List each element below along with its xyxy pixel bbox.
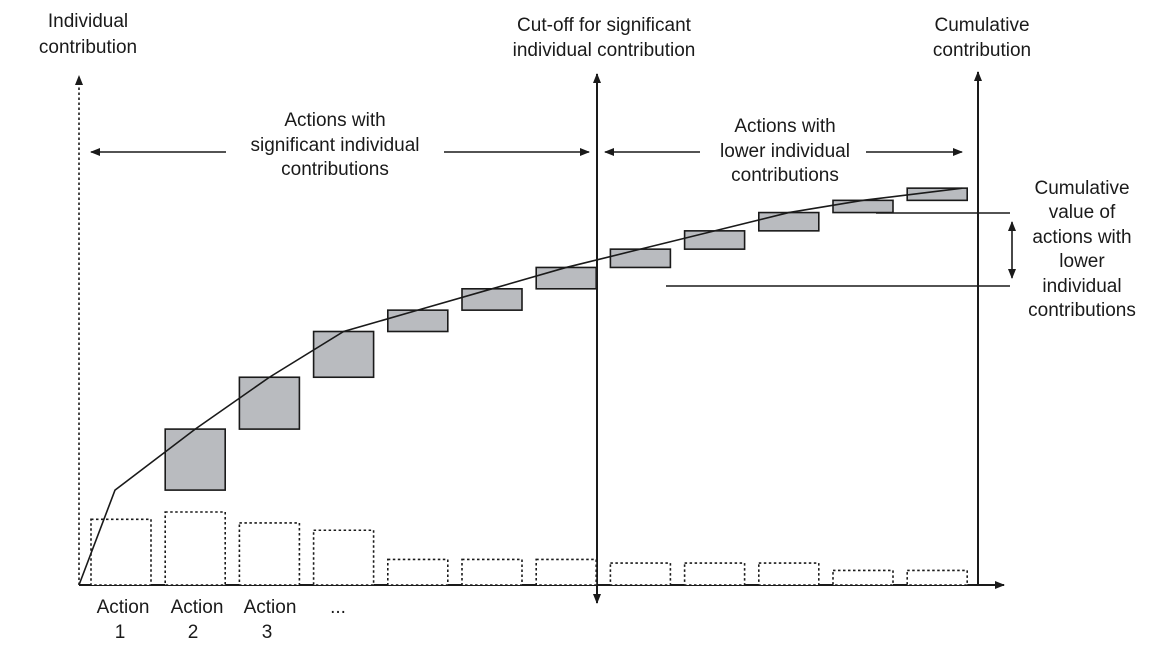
cumulative-boxes bbox=[164, 187, 969, 491]
significant-span-line2: significant individual bbox=[251, 135, 420, 156]
individual-bar-6 bbox=[461, 558, 523, 586]
lower-span-line3: contributions bbox=[731, 165, 839, 186]
lower-span-line1: Actions with bbox=[734, 116, 835, 137]
cutoff-label-line1: Cut-off for significant bbox=[517, 15, 692, 36]
cumulative-box-5 bbox=[386, 309, 449, 333]
cumulative-box-9 bbox=[683, 230, 746, 250]
cutoff-label: Cut-off for significant individual contr… bbox=[513, 15, 696, 61]
individual-bar-11 bbox=[832, 569, 894, 586]
cumulative-axis-label-line2: contribution bbox=[933, 40, 1031, 61]
action-2-number: 2 bbox=[188, 622, 199, 643]
cumulative-value-label: Cumulative value of actions with lower i… bbox=[1028, 178, 1136, 321]
lower-span-line2: lower individual bbox=[720, 141, 850, 162]
cumulative-axis-label-line1: Cumulative bbox=[934, 15, 1029, 36]
individual-axis-label: Individual contribution bbox=[39, 11, 137, 58]
action-3-number: 3 bbox=[262, 622, 273, 643]
action-1-number: 1 bbox=[115, 622, 126, 643]
cumulative-box-2 bbox=[164, 428, 226, 491]
cumulative-value-line6: contributions bbox=[1028, 300, 1136, 321]
individual-axis-label-line2: contribution bbox=[39, 37, 137, 58]
individual-bar-7 bbox=[535, 558, 598, 586]
individual-bar-5 bbox=[386, 558, 449, 586]
individual-bar-3 bbox=[238, 522, 301, 586]
cumulative-curve bbox=[78, 187, 963, 586]
individual-bars bbox=[90, 511, 969, 586]
individual-bar-9 bbox=[683, 562, 746, 586]
individual-axis-label-line1: Individual bbox=[48, 11, 128, 32]
significant-span-label: Actions with significant individual cont… bbox=[251, 110, 420, 180]
lower-span-label: Actions with lower individual contributi… bbox=[720, 116, 850, 186]
significant-span-line3: contributions bbox=[281, 159, 389, 180]
individual-bar-4 bbox=[312, 529, 375, 586]
cumulative-value-line4: lower bbox=[1059, 251, 1105, 272]
individual-bar-2 bbox=[164, 511, 226, 586]
cumulative-box-6 bbox=[461, 287, 523, 311]
cumulative-box-10 bbox=[757, 211, 820, 232]
action-ellipsis: ... bbox=[330, 597, 346, 618]
action-labels: Action 1 Action 2 Action 3 ... bbox=[97, 597, 346, 643]
cutoff-label-line2: individual contribution bbox=[513, 40, 696, 61]
individual-bar-8 bbox=[609, 562, 672, 586]
cumulative-box-11 bbox=[832, 199, 894, 214]
cumulative-value-line2: value of bbox=[1049, 202, 1116, 223]
individual-bar-1 bbox=[90, 518, 152, 586]
cumulative-box-8 bbox=[609, 248, 672, 269]
action-1-label: Action bbox=[97, 597, 150, 618]
individual-bar-12 bbox=[906, 569, 969, 586]
significant-span-line1: Actions with bbox=[284, 110, 385, 131]
cumulative-box-7 bbox=[535, 266, 598, 290]
cumulative-box-3 bbox=[238, 376, 301, 430]
action-2-label: Action bbox=[171, 597, 224, 618]
cumulative-value-line5: individual bbox=[1042, 276, 1121, 297]
cumulative-value-line1: Cumulative bbox=[1034, 178, 1129, 199]
cumulative-axis-label: Cumulative contribution bbox=[933, 15, 1031, 61]
individual-bar-10 bbox=[757, 562, 820, 586]
cumulative-box-4 bbox=[312, 330, 375, 379]
action-3-label: Action bbox=[244, 597, 297, 618]
cumulative-value-line3: actions with bbox=[1032, 227, 1131, 248]
